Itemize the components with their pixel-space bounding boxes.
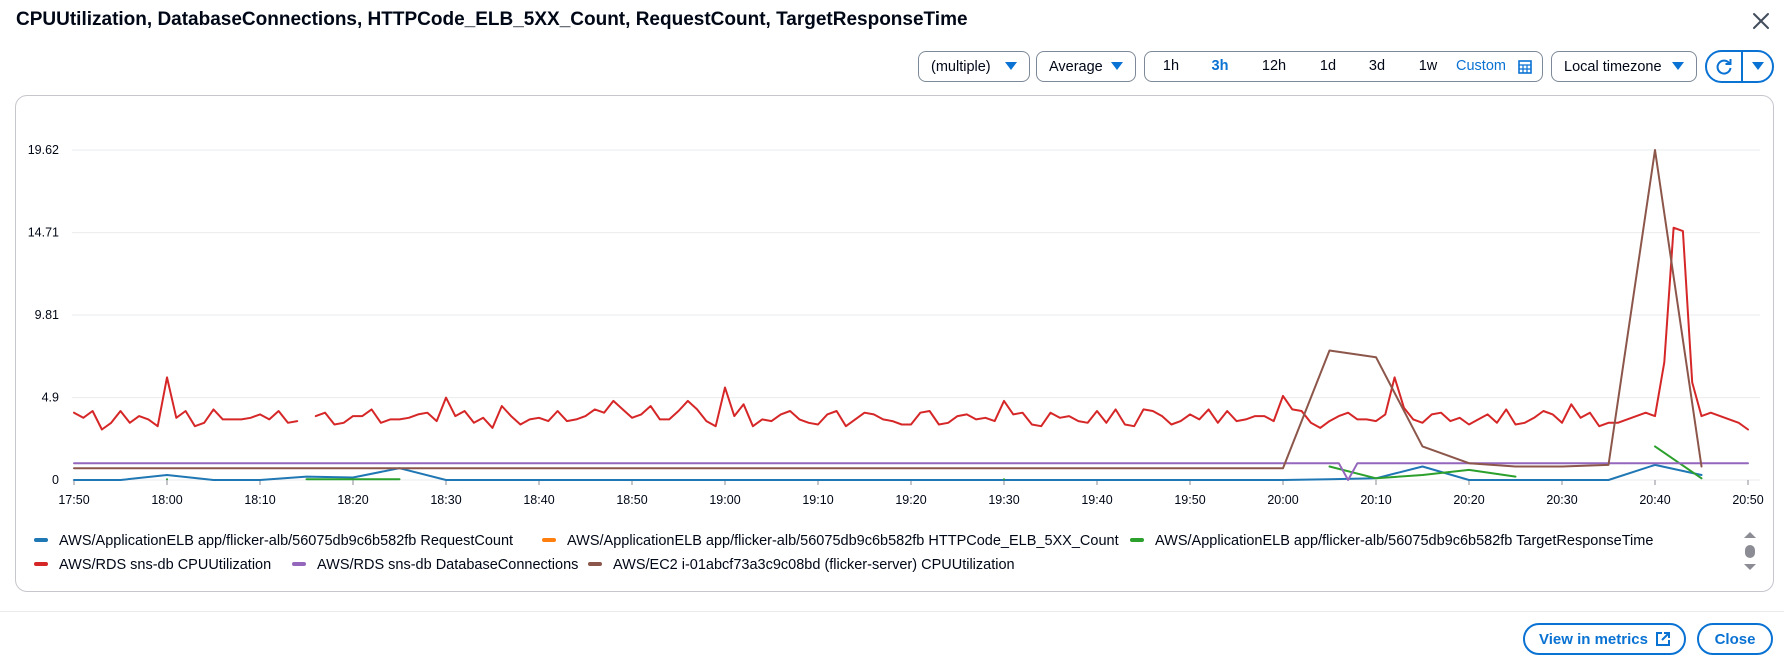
x-tick-label: 18:30 (430, 493, 461, 507)
x-tick-label: 20:00 (1267, 493, 1298, 507)
view-in-metrics-button[interactable]: View in metrics (1523, 623, 1686, 655)
legend-label: AWS/EC2 i-01abcf73a3c9c08bd (flicker-ser… (613, 557, 1015, 573)
x-tick-label: 20:20 (1453, 493, 1484, 507)
range-button[interactable]: Custom (1456, 58, 1506, 74)
statistic-select[interactable]: Average (1036, 51, 1136, 82)
range-button[interactable]: 1d (1319, 58, 1337, 74)
legend-scroll-down[interactable] (1744, 564, 1756, 570)
modal-title: CPUUtilization, DatabaseConnections, HTT… (16, 9, 968, 30)
range-button[interactable]: 1w (1418, 58, 1438, 74)
caret (1672, 62, 1684, 70)
chart-panel (15, 95, 1774, 592)
series-line (73, 149, 1703, 470)
x-tick-label: 19:50 (1174, 493, 1205, 507)
legend-label: AWS/ApplicationELB app/flicker-alb/56075… (1155, 533, 1653, 549)
legend-scroll-up[interactable] (1744, 532, 1756, 538)
legend-label: AWS/ApplicationELB app/flicker-alb/56075… (567, 533, 1119, 549)
close-icon[interactable] (1752, 12, 1770, 30)
x-tick-label: 18:40 (523, 493, 554, 507)
refresh-icon (1716, 58, 1732, 75)
legend-scroll-thumb[interactable] (1745, 545, 1755, 558)
y-tick-label: 0 (52, 473, 59, 487)
legend-label: AWS/RDS sns-db CPUUtilization (59, 557, 271, 573)
x-tick-label: 19:40 (1081, 493, 1112, 507)
chart: 0 4.9 9.81 14.71 19.62 17:50 18:00 18:10 18:20 18… (28, 143, 1764, 573)
range-button[interactable]: 1h (1162, 58, 1180, 74)
range-button[interactable]: 3h (1211, 58, 1229, 74)
x-tick-label: 19:30 (988, 493, 1019, 507)
external-icon (1655, 632, 1670, 646)
x-tick-label: 18:50 (616, 493, 647, 507)
select-text: (multiple) (931, 58, 991, 75)
y-tick-label: 19.62 (28, 143, 59, 157)
select-text: Average (1049, 58, 1103, 75)
x-tick-label: 19:10 (802, 493, 833, 507)
x-tick-label: 18:20 (337, 493, 368, 507)
caret (1111, 62, 1123, 70)
x-tick-label: 20:50 (1732, 493, 1763, 507)
select-text: Local timezone (1564, 58, 1662, 75)
legend-label: AWS/RDS sns-db DatabaseConnections (317, 557, 578, 573)
series-line (73, 462, 1749, 481)
x-tick-label: 17:50 (58, 493, 89, 507)
button-text: Close (1714, 630, 1756, 648)
refresh-options[interactable] (1743, 52, 1772, 81)
caret (1005, 62, 1017, 70)
divider (0, 611, 1784, 612)
statistic-group-select[interactable]: (multiple) (918, 51, 1030, 82)
range-button[interactable]: 3d (1368, 58, 1386, 74)
x-tick-label: 19:20 (895, 493, 926, 507)
y-tick-label: 9.81 (35, 308, 59, 322)
x-tick-label: 19:00 (709, 493, 740, 507)
refresh-button[interactable] (1707, 52, 1743, 81)
y-tick-label: 4.9 (42, 391, 59, 405)
legend-label: AWS/ApplicationELB app/flicker-alb/56075… (59, 533, 513, 549)
x-tick-label: 20:30 (1546, 493, 1577, 507)
range-group: 1h 3h 12h 1d 3d 1w Custom (1144, 51, 1543, 82)
timezone-select[interactable]: Local timezone (1551, 51, 1697, 82)
x-tick-label: 18:10 (244, 493, 275, 507)
x-tick-label: 20:40 (1639, 493, 1670, 507)
calendar-icon (1518, 60, 1532, 74)
range-button[interactable]: 12h (1261, 58, 1287, 74)
close-button[interactable]: Close (1697, 623, 1773, 655)
series-line (73, 226, 1749, 431)
series-line (73, 463, 1703, 481)
x-tick-label: 20:10 (1360, 493, 1391, 507)
series-line (166, 445, 1703, 481)
x-tick-label: 18:00 (151, 493, 182, 507)
y-tick-label: 14.71 (28, 226, 59, 240)
button-text: View in metrics (1539, 630, 1648, 648)
caret (1751, 62, 1764, 70)
refresh-group (1705, 50, 1774, 83)
